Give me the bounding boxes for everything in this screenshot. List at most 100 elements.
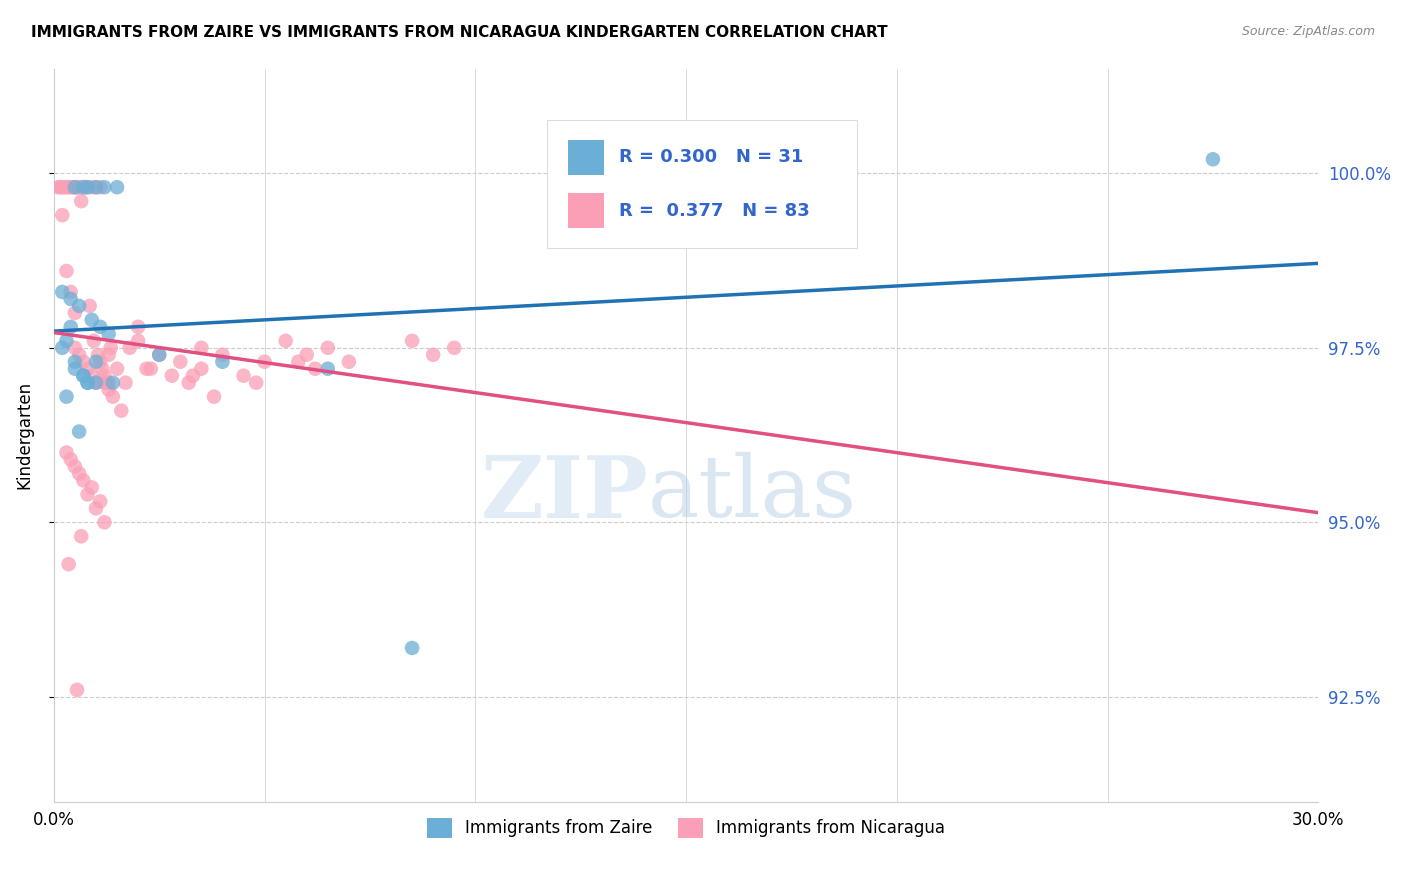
Point — [59, 285, 82, 299]
Point — [51, 180, 73, 194]
Point — [87, 348, 110, 362]
Point — [295, 348, 318, 362]
Point — [72, 474, 94, 488]
Point — [51, 285, 73, 299]
Point — [337, 355, 360, 369]
Point — [190, 341, 212, 355]
Point — [79, 299, 101, 313]
Point — [401, 334, 423, 348]
Point — [84, 180, 107, 194]
Point — [93, 368, 115, 383]
Point — [96, 376, 118, 390]
Point — [67, 425, 90, 439]
Point — [76, 361, 98, 376]
Point — [245, 376, 267, 390]
Point — [66, 180, 89, 194]
Point — [76, 376, 98, 390]
Point — [80, 480, 103, 494]
Point — [190, 361, 212, 376]
Point — [316, 361, 339, 376]
Point — [67, 299, 90, 313]
Point — [93, 516, 115, 530]
Point — [72, 180, 94, 194]
Point — [84, 180, 107, 194]
Point — [89, 355, 111, 369]
Text: R = 0.300   N = 31: R = 0.300 N = 31 — [619, 148, 803, 166]
Point — [53, 180, 76, 194]
Point — [72, 368, 94, 383]
FancyBboxPatch shape — [547, 120, 856, 248]
Point — [1202, 153, 1225, 167]
Text: atlas: atlas — [648, 452, 858, 535]
Point — [76, 180, 98, 194]
Point — [287, 355, 309, 369]
Point — [169, 355, 191, 369]
Point — [105, 180, 128, 194]
Point — [422, 348, 444, 362]
Point — [80, 313, 103, 327]
Point — [232, 368, 254, 383]
Point — [97, 348, 120, 362]
Point — [72, 180, 94, 194]
Point — [75, 180, 97, 194]
Point — [101, 376, 124, 390]
Point — [401, 640, 423, 655]
Point — [59, 452, 82, 467]
Point — [97, 326, 120, 341]
Point — [177, 376, 200, 390]
Point — [55, 334, 77, 348]
Point — [84, 376, 107, 390]
Point — [67, 180, 90, 194]
Point — [253, 355, 276, 369]
Point — [93, 180, 115, 194]
Point — [89, 180, 111, 194]
Point — [67, 348, 90, 362]
Point — [76, 180, 98, 194]
Point — [58, 180, 80, 194]
Point — [76, 487, 98, 501]
Point — [139, 361, 162, 376]
Point — [83, 334, 105, 348]
Point — [110, 403, 132, 417]
Point — [274, 334, 297, 348]
Point — [127, 319, 149, 334]
Text: IMMIGRANTS FROM ZAIRE VS IMMIGRANTS FROM NICARAGUA KINDERGARTEN CORRELATION CHAR: IMMIGRANTS FROM ZAIRE VS IMMIGRANTS FROM… — [31, 25, 887, 40]
Text: ZIP: ZIP — [481, 451, 648, 536]
Point — [63, 341, 86, 355]
FancyBboxPatch shape — [568, 194, 603, 228]
Point — [59, 180, 82, 194]
Point — [80, 180, 103, 194]
Point — [55, 445, 77, 459]
Point — [63, 180, 86, 194]
Point — [72, 368, 94, 383]
Point — [51, 341, 73, 355]
Point — [70, 529, 93, 543]
Point — [59, 292, 82, 306]
Point — [63, 459, 86, 474]
Point — [89, 494, 111, 508]
Point — [84, 376, 107, 390]
Point — [127, 334, 149, 348]
Text: R =  0.377   N = 83: R = 0.377 N = 83 — [619, 202, 810, 219]
Point — [148, 348, 170, 362]
FancyBboxPatch shape — [568, 140, 603, 175]
Point — [63, 361, 86, 376]
Point — [93, 376, 115, 390]
Point — [211, 348, 233, 362]
Point — [70, 194, 93, 209]
Point — [63, 180, 86, 194]
Point — [181, 368, 204, 383]
Point — [76, 376, 98, 390]
Point — [49, 180, 72, 194]
Point — [97, 376, 120, 390]
Point — [97, 383, 120, 397]
Point — [58, 558, 80, 572]
Point — [55, 390, 77, 404]
Point — [55, 264, 77, 278]
Point — [105, 361, 128, 376]
Point — [211, 355, 233, 369]
Point — [84, 501, 107, 516]
Point — [59, 319, 82, 334]
Text: Source: ZipAtlas.com: Source: ZipAtlas.com — [1241, 25, 1375, 38]
Point — [114, 376, 136, 390]
